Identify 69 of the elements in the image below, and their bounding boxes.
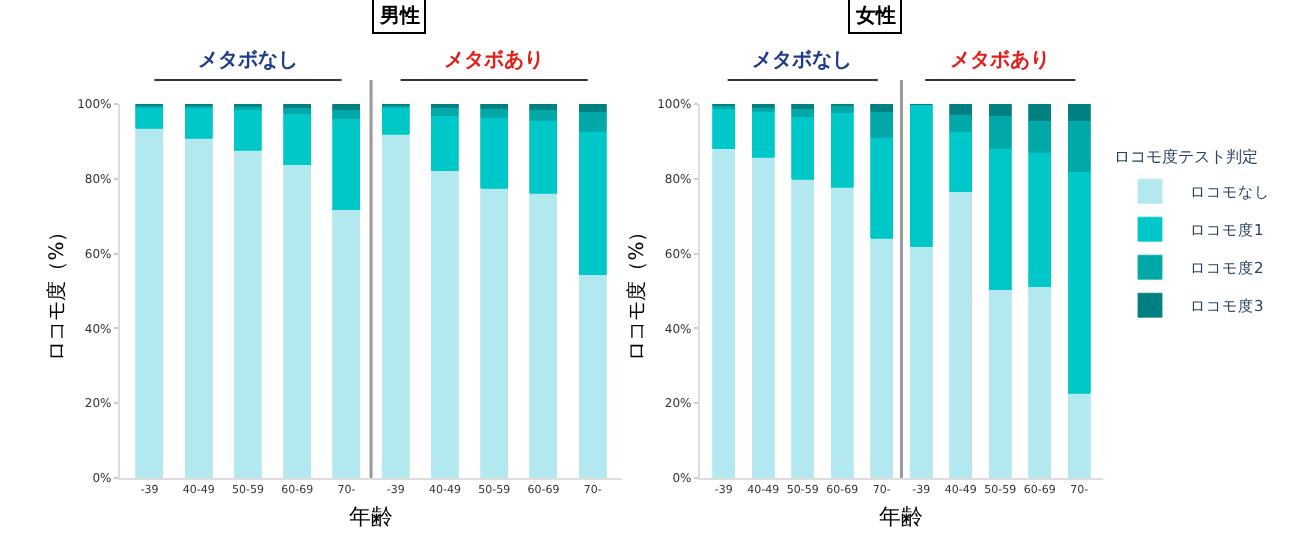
bar [830,104,854,114]
bar [988,115,1012,149]
bar [949,114,972,132]
chart-title: 女性 [854,4,896,28]
bar [233,149,262,478]
bar [712,108,735,150]
bar [988,104,1012,117]
bar [184,137,213,478]
bar [791,116,814,180]
bar [1028,104,1052,122]
chart-title: 男性 [378,4,420,28]
bar [870,237,893,478]
x-axis-title: 年齢 [879,503,924,530]
bar [1028,120,1052,153]
bar [870,110,893,138]
bar [830,187,854,478]
bar [712,148,735,478]
text: メタボなし [198,48,298,72]
bar [529,104,558,111]
y-axis-title: ロコモ度（%） [625,221,650,361]
bar [578,104,607,113]
bar [751,110,775,158]
bar [578,111,607,132]
bar [529,120,558,194]
bar [909,104,933,248]
bar [751,156,775,478]
y-axis-title: ロコモ度（%） [45,221,70,361]
bar [1068,171,1091,394]
bar [1068,392,1091,478]
bar [480,117,509,189]
bar [529,109,558,121]
bar [578,130,607,275]
bar [135,106,164,129]
bar [791,178,814,478]
bar [332,118,361,211]
text: メタボあり [950,48,1050,72]
x-axis-title: 年齢 [349,503,394,530]
bar [332,109,361,120]
bar [791,104,814,110]
bar [578,274,607,478]
bar [233,109,262,151]
bar [949,191,972,478]
legend-title: ロコモ度テスト判定 [1114,148,1258,167]
bar [529,192,558,478]
bar [184,107,213,139]
text: メタボなし [752,48,852,72]
bar [480,187,509,478]
bar [332,209,361,478]
bar [430,115,459,171]
text: メタボあり [444,48,544,72]
bar [1028,286,1052,478]
bar [988,147,1012,291]
bar [870,104,893,112]
bar [870,136,893,239]
bar [430,170,459,478]
bar [283,164,312,478]
bar [1068,120,1091,173]
bar [949,104,972,115]
bar [381,133,410,478]
bar [830,112,854,188]
bar [949,130,972,193]
bar [909,246,933,478]
bar [283,113,312,165]
bar [381,106,410,135]
bar [1028,151,1052,288]
bar [332,104,361,111]
bar [988,289,1012,478]
bar [135,127,164,478]
bar [1068,104,1091,122]
